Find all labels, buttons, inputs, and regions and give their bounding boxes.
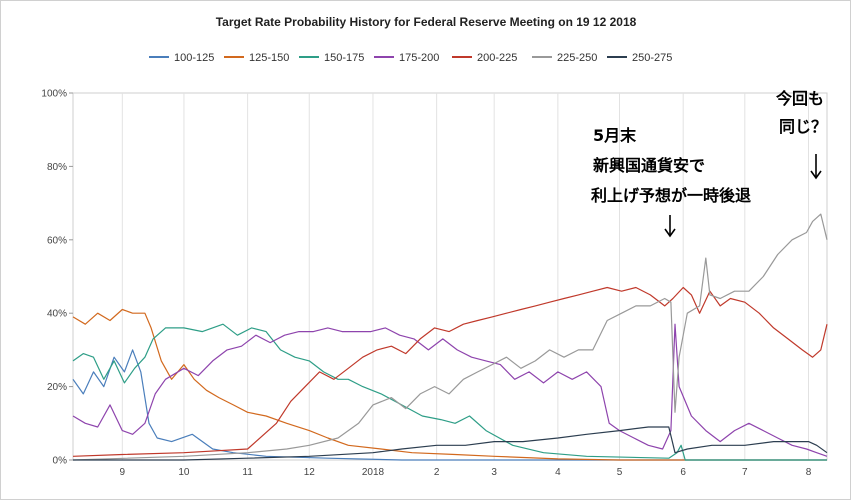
y-tick-label: 40% (47, 309, 67, 320)
series-line-125-150 (72, 308, 827, 461)
legend-label-100-125: 100-125 (174, 52, 214, 64)
y-tick-label: 0% (53, 456, 68, 467)
legend-label-250-275: 250-275 (632, 52, 672, 64)
chart-title: Target Rate Probability History for Fede… (216, 15, 637, 29)
chart-legend: 100-125 125-150 150-175 175-200 200-225 225-2… (149, 52, 672, 64)
x-tick-label: 10 (178, 467, 190, 478)
x-tick-label: 2018 (362, 467, 385, 478)
x-tick-label: 12 (304, 467, 316, 478)
y-tick-label: 20% (47, 382, 67, 393)
annotation-may-line3: 利上げ予想が一時後退 (591, 186, 751, 205)
x-tick-label: 11 (242, 467, 253, 478)
annotation-may-arrow-icon (664, 215, 676, 238)
y-tick-label: 60% (47, 235, 67, 246)
series-line-225-250 (72, 213, 828, 461)
y-tick-label: 80% (47, 162, 67, 173)
x-tick-label: 3 (491, 467, 497, 478)
y-axis-ticks: 0% 20% 40% 60% 80% 100% (41, 89, 73, 467)
series-line-150-175 (72, 323, 827, 461)
x-tick-label: 4 (555, 467, 561, 478)
annotation-may-line2: 新興国通貨安で (593, 156, 705, 175)
legend-label-200-225: 200-225 (477, 52, 517, 64)
x-tick-label: 9 (120, 467, 126, 478)
plot-area (72, 92, 828, 461)
x-tick-label: 5 (617, 467, 623, 478)
series-line-100-125 (72, 349, 827, 461)
legend-label-225-250: 225-250 (557, 52, 597, 64)
annotation-right: 今回も 同じ？ (775, 89, 827, 180)
x-tick-label: 7 (742, 467, 748, 478)
annotation-may: 5月末 新興国通貨安で 利上げ予想が一時後退 (591, 126, 751, 238)
x-tick-label: 8 (806, 467, 812, 478)
annotation-may-line1: 5月末 (593, 126, 637, 145)
annotation-right-line1: 今回も (775, 89, 824, 108)
legend-label-125-150: 125-150 (249, 52, 289, 64)
x-tick-label: 2 (434, 467, 440, 478)
series-line-200-225 (72, 286, 828, 457)
y-tick-label: 100% (41, 89, 67, 100)
legend-label-175-200: 175-200 (399, 52, 439, 64)
x-axis-ticks: 9 10 11 12 2018 2 3 4 5 6 7 8 (120, 467, 812, 478)
series-line-250-275 (73, 426, 828, 461)
series-line-175-200 (72, 323, 828, 457)
annotation-right-arrow-icon (810, 154, 822, 180)
chart-grid (72, 92, 828, 461)
legend-label-150-175: 150-175 (324, 52, 364, 64)
annotation-right-line2: 同じ？ (779, 117, 827, 136)
x-tick-label: 6 (680, 467, 686, 478)
series-layer (72, 213, 828, 461)
